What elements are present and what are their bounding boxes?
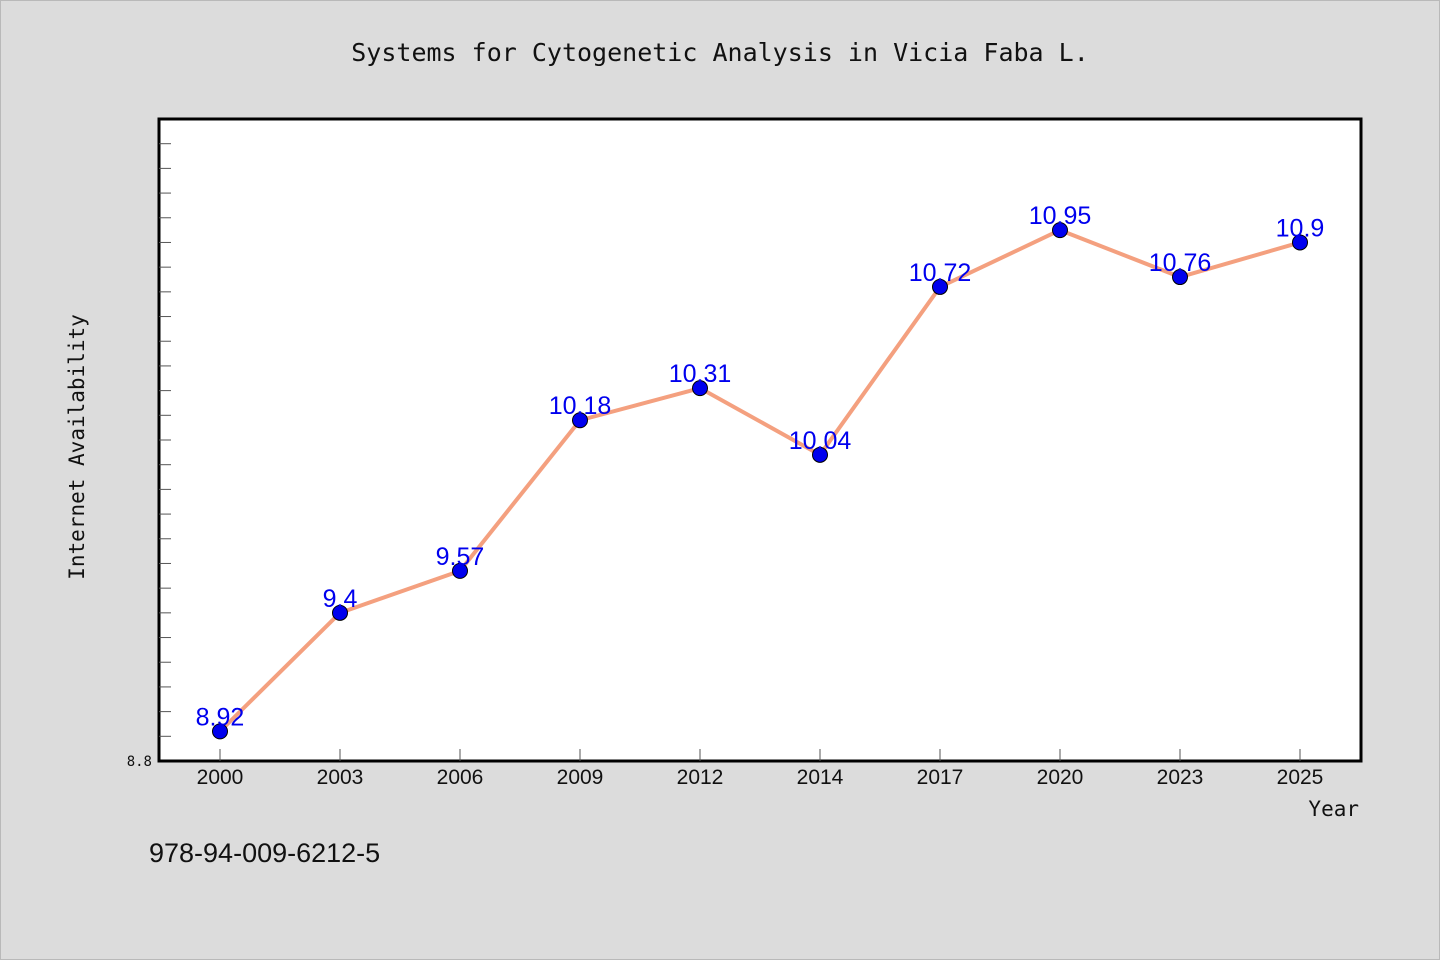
x-tick-label: 2009 <box>557 766 604 789</box>
data-point <box>932 278 948 295</box>
data-label: 10.9 <box>1276 214 1325 242</box>
data-label: 10.95 <box>1029 202 1092 230</box>
x-tick-label: 2006 <box>437 766 484 789</box>
x-tick-label: 2017 <box>917 766 964 789</box>
x-tick-label: 2003 <box>317 766 364 789</box>
x-tick-labels: 2000 2003 2006 2009 2012 2014 2017 2020 2023 2025 <box>197 766 1324 789</box>
data-label: 9.57 <box>436 543 485 571</box>
data-label: 9.4 <box>323 585 358 613</box>
data-point <box>1052 222 1068 239</box>
data-label: 10.18 <box>549 392 612 420</box>
y-axis-ticks <box>159 143 171 737</box>
series-line-path <box>218 228 1301 733</box>
x-tick-label: 2025 <box>1277 766 1324 789</box>
chart-title: Systems for Cytogenetic Analysis in Vici… <box>351 38 1089 67</box>
data-labels: 8.92 9.4 9.57 10.18 10.31 10.04 10.72 10.95 10.7… <box>196 202 1325 731</box>
data-point <box>452 562 468 579</box>
data-point <box>212 723 228 740</box>
x-tick-label: 2012 <box>677 766 724 789</box>
data-label: 10.04 <box>789 427 852 455</box>
plot-area <box>157 117 1363 763</box>
data-label: 10.76 <box>1149 249 1212 277</box>
series-line <box>218 228 1301 733</box>
data-point <box>812 446 828 463</box>
footnote-isbn: 978-94-009-6212-5 <box>149 838 380 868</box>
x-tick-label: 2023 <box>1157 766 1204 789</box>
series-markers <box>212 222 1308 740</box>
data-label: 10.72 <box>909 259 972 287</box>
x-tick-label: 2014 <box>797 766 844 789</box>
x-axis-ticks <box>219 749 1301 761</box>
data-point <box>572 412 588 429</box>
x-tick-label: 2000 <box>197 766 244 789</box>
data-point <box>332 604 348 621</box>
data-label: 8.92 <box>196 703 245 731</box>
y-axis-label: Internet Availability <box>65 314 89 580</box>
data-point <box>692 380 708 397</box>
y-tick-label: 8.8 <box>127 754 152 770</box>
x-tick-label: 2020 <box>1037 766 1084 789</box>
data-point <box>1172 269 1188 286</box>
data-point <box>1292 234 1308 251</box>
x-axis-label: Year <box>1308 797 1359 821</box>
data-label: 10.31 <box>669 360 732 388</box>
